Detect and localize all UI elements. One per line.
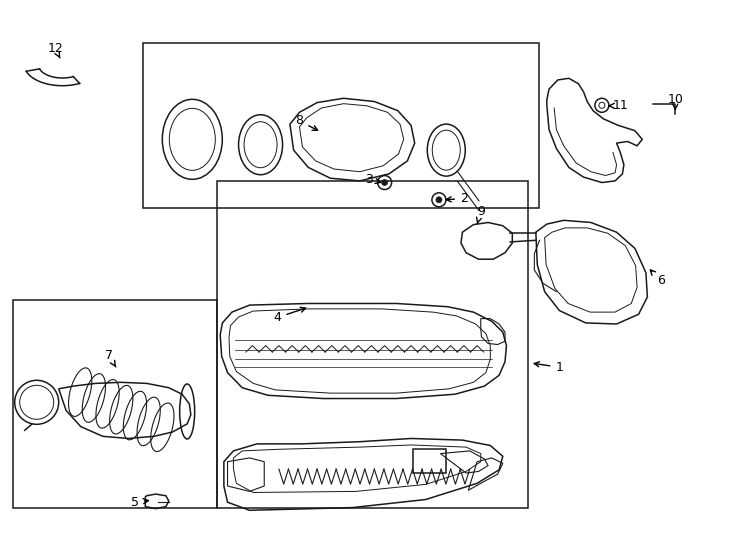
Text: 8: 8 [296,114,318,130]
Bar [13,300,217,508]
Text: 5: 5 [131,496,148,509]
Circle shape [436,197,442,203]
Text: 12: 12 [47,42,63,58]
Text: 10: 10 [667,93,683,110]
Text: 4: 4 [274,307,305,324]
Text: 6: 6 [650,270,664,287]
Circle shape [382,179,388,186]
Text: 11: 11 [609,99,628,112]
Text: 7: 7 [105,349,116,367]
Text: 9: 9 [476,205,484,224]
Text: 3: 3 [366,173,380,186]
Bar [143,43,539,208]
Bar [217,181,528,508]
Text: 2: 2 [446,192,468,205]
Text: 1: 1 [534,361,563,374]
